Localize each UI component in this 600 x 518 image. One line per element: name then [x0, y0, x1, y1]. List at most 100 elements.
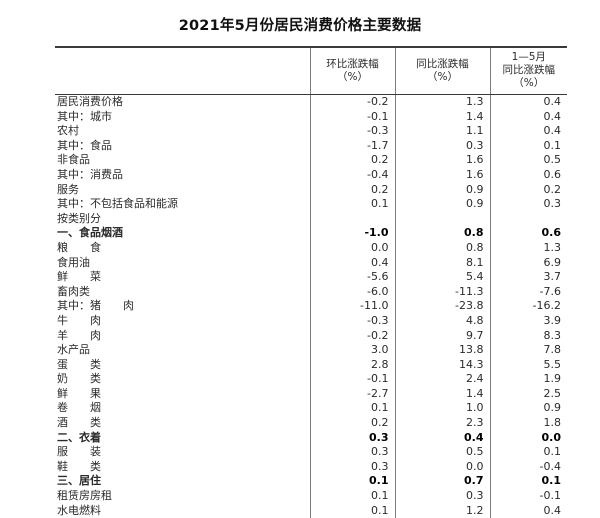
- row-value-ytd: 0.1: [490, 474, 567, 489]
- row-value-ytd: 7.8: [490, 343, 567, 358]
- row-value-ytd: 2.5: [490, 387, 567, 402]
- row-value-yoy: [395, 212, 490, 227]
- row-label: 羊 肉: [55, 329, 310, 344]
- row-label: 按类别分: [55, 212, 310, 227]
- row-value-ytd: 0.4: [490, 124, 567, 139]
- row-label: 农村: [55, 124, 310, 139]
- row-value-mom: 0.1: [310, 197, 395, 212]
- row-value-ytd: 5.5: [490, 358, 567, 373]
- row-value-yoy: 0.8: [395, 241, 490, 256]
- row-value-yoy: 0.3: [395, 489, 490, 504]
- column-header-yoy: 同比涨跌幅 （%）: [395, 47, 490, 95]
- row-label: 三、居住: [55, 474, 310, 489]
- row-value-ytd: 0.9: [490, 401, 567, 416]
- row-value-ytd: 0.2: [490, 183, 567, 198]
- table-row: 按类别分: [55, 212, 567, 227]
- column-header-label: [55, 47, 310, 95]
- row-value-yoy: 2.3: [395, 416, 490, 431]
- row-value-ytd: 3.7: [490, 270, 567, 285]
- cpi-table-container: 环比涨跌幅 （%） 同比涨跌幅 （%） 1—5月 同比涨跌幅（%） 居民消费价格…: [55, 46, 567, 518]
- row-value-yoy: -11.3: [395, 285, 490, 300]
- column-header-mom: 环比涨跌幅 （%）: [310, 47, 395, 95]
- page-title: 2021年5月份居民消费价格主要数据: [0, 0, 600, 36]
- row-label: 服务: [55, 183, 310, 198]
- row-value-yoy: -23.8: [395, 299, 490, 314]
- row-value-yoy: 0.9: [395, 197, 490, 212]
- row-value-yoy: 0.9: [395, 183, 490, 198]
- column-header-mom-line2: （%）: [315, 71, 391, 84]
- row-value-ytd: 0.4: [490, 110, 567, 125]
- row-value-yoy: 1.2: [395, 504, 490, 518]
- row-value-ytd: 0.6: [490, 226, 567, 241]
- row-label: 水产品: [55, 343, 310, 358]
- row-label: 蛋 类: [55, 358, 310, 373]
- row-value-ytd: 1.8: [490, 416, 567, 431]
- row-value-ytd: 0.4: [490, 504, 567, 518]
- row-value-ytd: 3.9: [490, 314, 567, 329]
- row-value-mom: -1.7: [310, 139, 395, 154]
- row-value-yoy: 8.1: [395, 256, 490, 271]
- row-value-ytd: -0.1: [490, 489, 567, 504]
- row-value-mom: 0.1: [310, 401, 395, 416]
- row-value-yoy: 0.0: [395, 460, 490, 475]
- row-value-yoy: 0.7: [395, 474, 490, 489]
- row-value-ytd: 1.9: [490, 372, 567, 387]
- table-header: 环比涨跌幅 （%） 同比涨跌幅 （%） 1—5月 同比涨跌幅（%）: [55, 47, 567, 95]
- column-header-ytd-line2: 同比涨跌幅（%）: [495, 64, 564, 90]
- row-value-ytd: 0.4: [490, 95, 567, 110]
- row-label: 奶 类: [55, 372, 310, 387]
- row-value-mom: 0.2: [310, 416, 395, 431]
- cpi-table: 环比涨跌幅 （%） 同比涨跌幅 （%） 1—5月 同比涨跌幅（%） 居民消费价格…: [55, 46, 567, 518]
- table-header-row: 环比涨跌幅 （%） 同比涨跌幅 （%） 1—5月 同比涨跌幅（%）: [55, 47, 567, 95]
- column-header-ytd-line1: 1—5月: [512, 51, 546, 63]
- row-value-mom: -0.3: [310, 124, 395, 139]
- row-value-mom: -0.2: [310, 329, 395, 344]
- row-label: 食用油: [55, 256, 310, 271]
- row-value-mom: 0.1: [310, 474, 395, 489]
- row-label: 非食品: [55, 153, 310, 168]
- row-value-yoy: 4.8: [395, 314, 490, 329]
- row-value-yoy: 0.5: [395, 445, 490, 460]
- table-row: 其中：猪 肉-11.0-23.8-16.2: [55, 299, 567, 314]
- row-label: 畜肉类: [55, 285, 310, 300]
- row-value-yoy: 2.4: [395, 372, 490, 387]
- row-value-mom: -0.1: [310, 110, 395, 125]
- table-row: 畜肉类-6.0-11.3-7.6: [55, 285, 567, 300]
- row-value-yoy: 13.8: [395, 343, 490, 358]
- row-label: 其中：不包括食品和能源: [55, 197, 310, 212]
- row-label: 鞋 类: [55, 460, 310, 475]
- row-value-yoy: 0.4: [395, 431, 490, 446]
- row-value-yoy: 9.7: [395, 329, 490, 344]
- row-label: 其中：消费品: [55, 168, 310, 183]
- row-value-yoy: 1.6: [395, 153, 490, 168]
- row-label: 其中：城市: [55, 110, 310, 125]
- row-value-mom: -11.0: [310, 299, 395, 314]
- row-value-mom: -6.0: [310, 285, 395, 300]
- row-value-mom: 0.1: [310, 504, 395, 518]
- row-value-mom: 3.0: [310, 343, 395, 358]
- column-header-ytd: 1—5月 同比涨跌幅（%）: [490, 47, 567, 95]
- row-value-mom: 0.3: [310, 431, 395, 446]
- row-value-mom: 0.0: [310, 241, 395, 256]
- row-value-ytd: 0.5: [490, 153, 567, 168]
- row-value-yoy: 1.3: [395, 95, 490, 110]
- row-value-ytd: 0.1: [490, 139, 567, 154]
